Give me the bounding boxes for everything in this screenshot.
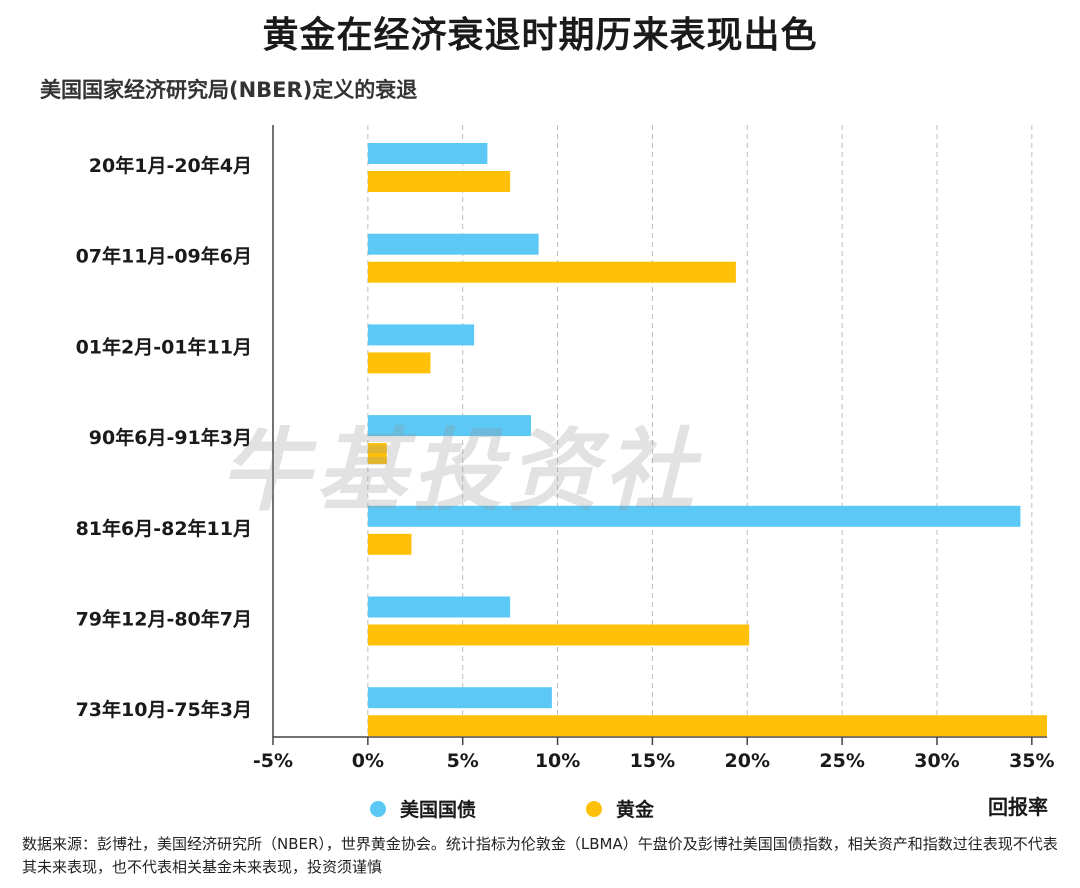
source-note: 数据来源：彭博社，美国经济研究所（NBER），世界黄金协会。统计指标为伦敦金（L… [22,835,1058,876]
legend-item-gold: 黄金 [586,795,654,822]
legend-label-gold: 黄金 [616,799,655,821]
x-tick-label: -5% [253,750,293,772]
bar-bond [367,687,552,709]
category-label: 07年11月-09年6月 [76,245,252,268]
category-label: 73年10月-75年3月 [76,698,252,721]
x-tick-label: 5% [447,750,479,772]
category-label: 20年1月-20年4月 [89,154,252,177]
x-tick-label: 0% [352,750,384,772]
bar-gold [367,715,1048,737]
x-axis-label: 回报率 [988,795,1048,819]
chart-subtitle: 美国国家经济研究局(NBER)定义的衰退 [40,78,418,102]
bar-bond [367,233,539,255]
bar-gold [367,443,387,465]
x-tick-label: 15% [630,750,675,772]
category-label: 90年6月-91年3月 [89,426,252,449]
category-label: 01年2月-01年11月 [76,335,252,358]
chart-title: 黄金在经济衰退时期历来表现出色 [262,15,818,56]
bar-gold [367,352,431,374]
legend-swatch-gold [586,800,603,817]
x-tick-label: 30% [914,750,959,772]
legend-label-bond: 美国国债 [400,799,477,821]
bar-bond [367,596,511,618]
bar-bond [367,505,1021,527]
category-label: 81年6月-82年11月 [76,517,252,540]
legend: 美国国债 黄金 [370,795,654,822]
legend-item-bond: 美国国债 [370,795,476,822]
bar-gold [367,261,736,283]
x-tick-label: 10% [535,750,580,772]
bar-gold [367,533,412,555]
legend-swatch-bond [370,800,386,817]
x-tick-label: 20% [725,750,770,772]
bar-bond [367,143,488,164]
x-tick-label: 25% [819,750,864,772]
bar-gold [367,624,750,646]
bar-bond [367,415,531,437]
bar-bond [367,324,475,346]
bar-gold [367,171,511,192]
x-tick-label: 35% [1009,750,1054,772]
category-label: 79年12月-80年7月 [76,608,252,631]
